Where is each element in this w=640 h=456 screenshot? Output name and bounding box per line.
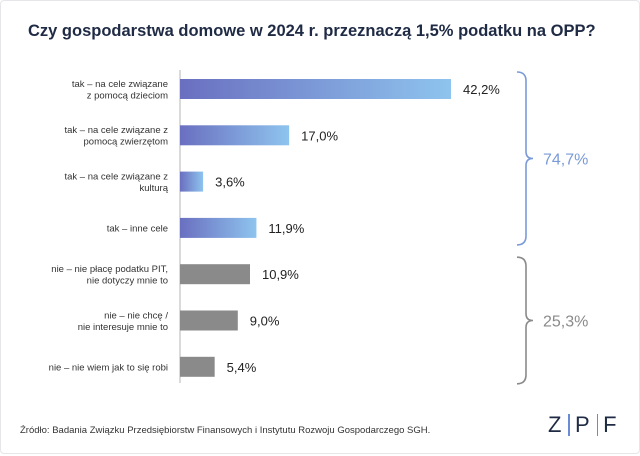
value-label: 5,4%: [227, 360, 257, 375]
category-label: nie – nie wiem jak to się robi: [49, 362, 168, 373]
bar: [180, 217, 257, 238]
logo-letter-f: F: [603, 412, 619, 437]
logo-letter-z: Z: [548, 412, 564, 437]
category-label: tak – na cele związane z pomocą zwierzęto…: [64, 125, 168, 148]
category-label: nie – nie chcę / nie interesuje mnie to: [78, 310, 169, 333]
group-total-nie: 25,3%: [543, 314, 588, 331]
bar: [180, 356, 215, 377]
bar: [180, 171, 204, 192]
category-label: tak – na cele związane z kulturą: [64, 171, 168, 194]
value-label: 17,0%: [301, 128, 338, 143]
category-label: tak – na cele związane z pomocą dzieciom: [72, 79, 168, 102]
value-label: 3,6%: [215, 175, 245, 190]
bar: [180, 264, 250, 285]
group-total-tak: 74,7%: [543, 151, 588, 168]
logo-separator: [596, 414, 599, 436]
value-label: 11,9%: [268, 221, 304, 236]
logo-letter-p: P: [574, 412, 592, 437]
zpf-logo: Z P F: [548, 412, 619, 438]
brace-tak: [516, 71, 534, 246]
logo-separator: [568, 414, 570, 436]
chart-title: Czy gospodarstwa domowe w 2024 r. przezn…: [28, 22, 596, 40]
value-label: 9,0%: [250, 314, 280, 329]
bar: [180, 310, 238, 331]
value-label: 10,9%: [262, 267, 299, 282]
category-label: tak – inne cele: [107, 223, 168, 234]
value-label: 42,2%: [463, 82, 500, 97]
bar: [180, 125, 290, 146]
brace-nie: [516, 256, 534, 385]
bar: [180, 79, 451, 99]
source-note: Źródło: Badania Związku Przedsiębiorstw …: [20, 425, 431, 436]
category-label: nie – nie płacę podatku PIT, nie dotyczy …: [51, 264, 168, 287]
